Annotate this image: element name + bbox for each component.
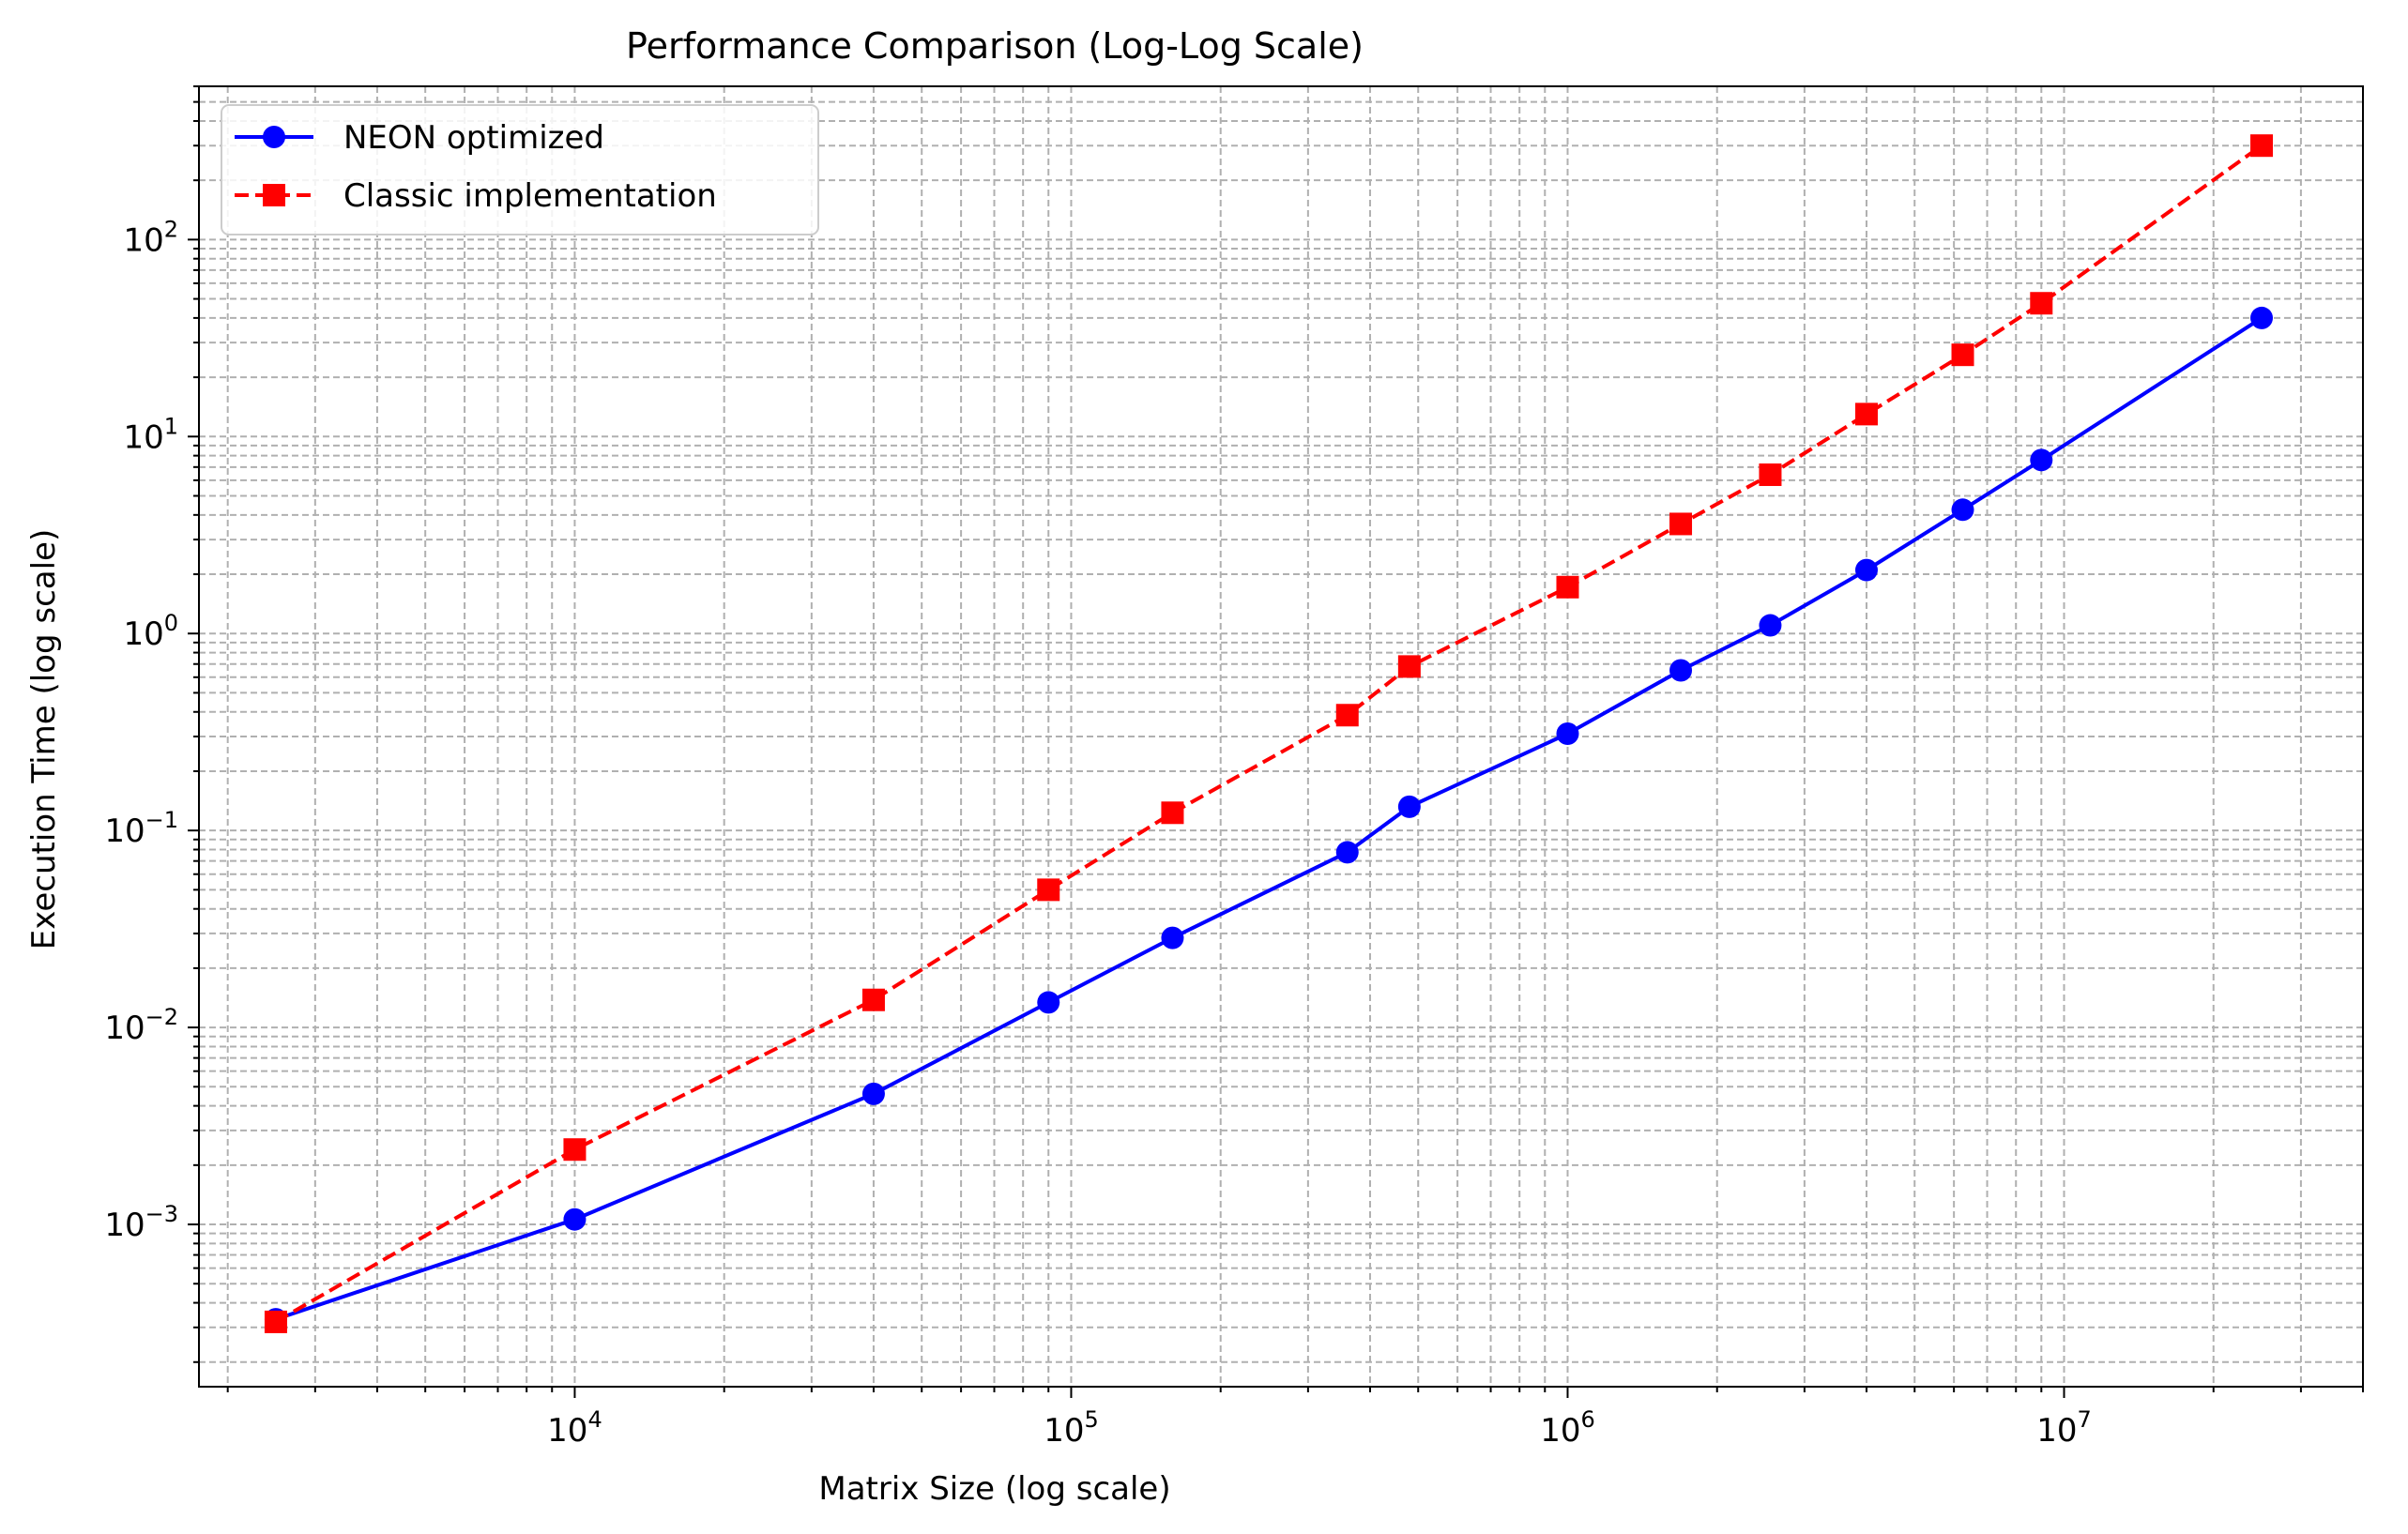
legend-label: Classic implementation: [343, 177, 717, 215]
y-tick-label: 10−1: [104, 807, 178, 850]
series-neon-optimized: [264, 306, 2274, 1331]
data-point: [1951, 498, 1974, 522]
data-point: [2250, 306, 2274, 329]
chart-title: Performance Comparison (Log-Log Scale): [626, 25, 1364, 67]
data-point: [563, 1207, 587, 1231]
data-point: [861, 1082, 885, 1105]
data-point: [1161, 926, 1184, 949]
legend-marker: [263, 126, 285, 148]
grid: [199, 85, 2364, 1387]
legend-box: [221, 104, 819, 235]
x-tick-label: 107: [2036, 1406, 2092, 1450]
legend-marker: [263, 184, 285, 206]
data-point: [1759, 463, 1782, 486]
x-tick-label: 106: [1540, 1406, 1595, 1450]
data-point: [1335, 841, 1359, 864]
data-point: [1397, 795, 1421, 818]
data-point: [563, 1138, 587, 1162]
x-axis-label: Matrix Size (log scale): [818, 1470, 1170, 1508]
data-point: [2030, 448, 2053, 472]
data-point: [1397, 655, 1421, 678]
x-tick-label: 105: [1044, 1406, 1099, 1450]
y-axis-label: Execution Time (log scale): [25, 529, 63, 949]
legend-label: NEON optimized: [343, 119, 604, 157]
series-line: [275, 316, 2263, 1321]
y-tick-label: 10−2: [104, 1004, 178, 1047]
y-tick-label: 101: [123, 413, 178, 456]
data-point: [1161, 801, 1184, 825]
series-classic-implementation: [264, 134, 2274, 1333]
data-point: [1556, 722, 1579, 746]
x-tick-label: 104: [547, 1406, 602, 1450]
plot-series: [264, 134, 2274, 1333]
data-point: [1854, 558, 1878, 582]
y-tick-label: 102: [123, 216, 178, 259]
data-point: [1037, 991, 1060, 1014]
y-tick-label: 10−3: [104, 1201, 178, 1244]
data-point: [1037, 878, 1060, 902]
legend: NEON optimized Classic implementation: [221, 104, 819, 235]
y-tick-label: 100: [123, 610, 178, 653]
data-point: [1556, 575, 1579, 599]
data-point: [2250, 134, 2274, 158]
data-point: [1669, 512, 1693, 536]
data-point: [1669, 659, 1693, 682]
data-point: [1854, 402, 1878, 426]
axis-ticks: 104 105 106 107 10−3 10−2 10−1 100 101 102: [104, 85, 2364, 1450]
data-point: [1951, 343, 1974, 367]
data-point: [861, 988, 885, 1011]
data-point: [1335, 704, 1359, 727]
data-point: [264, 1310, 287, 1333]
data-point: [2030, 292, 2053, 315]
series-line: [274, 144, 2263, 1324]
data-point: [1759, 614, 1782, 637]
